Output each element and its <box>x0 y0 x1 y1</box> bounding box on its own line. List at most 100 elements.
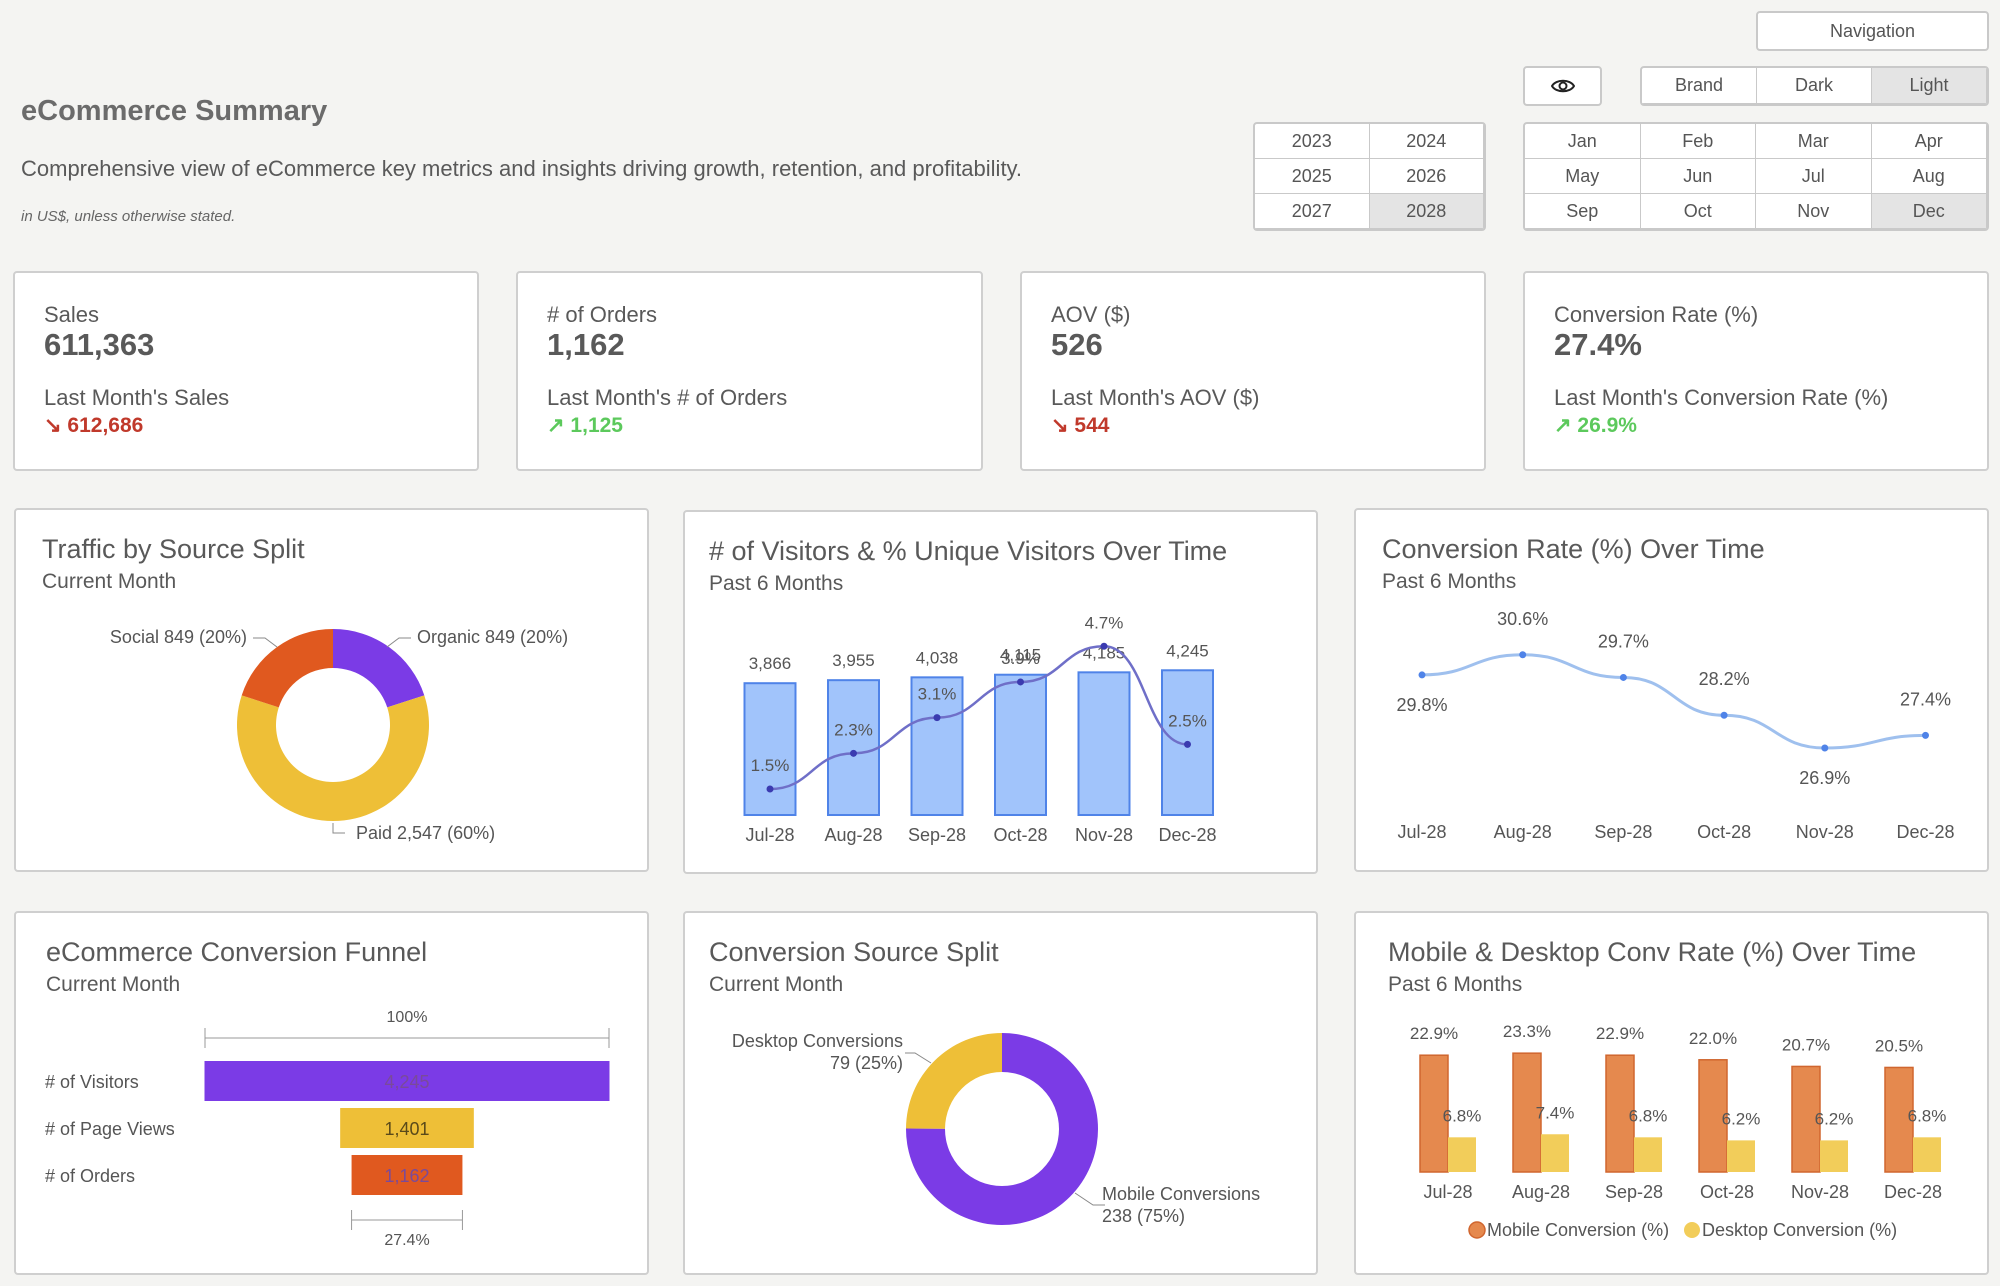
kpi-label: Conversion Rate (%) <box>1554 302 1759 327</box>
mobile-bar <box>1791 1065 1821 1173</box>
x-tick-label: Dec-28 <box>1884 1182 1942 1202</box>
x-tick-label: Jul-28 <box>1397 822 1446 842</box>
month-option-jun[interactable]: Jun <box>1640 159 1756 194</box>
funnel-value-label: 1,401 <box>384 1119 429 1139</box>
visitor-bar <box>743 682 797 816</box>
legend-swatch-desktop <box>1684 1222 1700 1238</box>
chart-title: Conversion Rate (%) Over Time <box>1382 534 1765 564</box>
line-value-label: 2.3% <box>834 720 873 739</box>
leader-line <box>332 823 345 834</box>
line-value-label: 3.1% <box>918 685 957 704</box>
mobile-bar <box>1512 1052 1542 1173</box>
x-tick-label: Oct-28 <box>1697 822 1751 842</box>
funnel-card: eCommerce Conversion Funnel Current Mont… <box>14 911 649 1275</box>
month-selector: Jan Feb Mar Apr May Jun Jul Aug Sep Oct Nov Dec <box>1523 122 1989 231</box>
line-point <box>1922 731 1929 739</box>
month-option-nov[interactable]: Nov <box>1756 194 1872 229</box>
chart-title: Mobile & Desktop Conv Rate (%) Over Time <box>1388 937 1917 967</box>
line-point <box>766 785 774 793</box>
legend-label-desktop: Desktop Conversion (%) <box>1702 1220 1897 1240</box>
bar-value-label: 4,115 <box>1000 646 1041 665</box>
year-option-2023[interactable]: 2023 <box>1255 124 1370 159</box>
x-tick-label: Dec-28 <box>1158 825 1216 845</box>
kpi-value: 1,162 <box>547 327 625 362</box>
legend-label-mobile: Mobile Conversion (%) <box>1487 1220 1669 1240</box>
desktop-value-label: 6.8% <box>1443 1106 1482 1125</box>
chart-title: Conversion Source Split <box>709 937 999 967</box>
kpi-last-value: ↗ 26.9% <box>1554 414 1637 437</box>
line-point <box>1720 711 1728 719</box>
mobile-bar <box>1605 1054 1635 1173</box>
x-tick-label: Jul-28 <box>745 825 794 845</box>
month-option-may[interactable]: May <box>1525 159 1641 194</box>
visibility-toggle-button[interactable] <box>1523 66 1602 106</box>
line-point <box>1100 642 1108 650</box>
desktop-bar <box>1448 1137 1476 1172</box>
visitors-card: # of Visitors & % Unique Visitors Over T… <box>683 510 1318 874</box>
chart-title: eCommerce Conversion Funnel <box>46 937 428 967</box>
funnel-bar <box>204 1061 610 1101</box>
theme-option-brand[interactable]: Brand <box>1642 68 1757 104</box>
chart-subtitle: Current Month <box>46 973 181 996</box>
month-option-jan[interactable]: Jan <box>1525 124 1641 159</box>
eye-icon <box>1550 79 1575 93</box>
month-option-sep[interactable]: Sep <box>1525 194 1641 229</box>
legend-swatch-mobile <box>1468 1221 1486 1239</box>
x-tick-label: Nov-28 <box>1791 1182 1849 1202</box>
x-tick-label: Sep-28 <box>1605 1182 1663 1202</box>
line-value-label: 28.2% <box>1699 669 1750 689</box>
navigation-button[interactable]: Navigation <box>1756 11 1989 51</box>
kpi-value: 611,363 <box>44 327 155 362</box>
mobile-bar <box>1698 1059 1728 1173</box>
x-tick-label: Sep-28 <box>1594 822 1652 842</box>
year-option-2027[interactable]: 2027 <box>1255 194 1370 229</box>
year-option-2025[interactable]: 2025 <box>1255 159 1370 194</box>
x-tick-label: Oct-28 <box>993 825 1047 845</box>
leader-line <box>1074 1192 1105 1206</box>
mobile-bar <box>1419 1054 1449 1173</box>
slice-label: 238 (75%) <box>1102 1206 1185 1226</box>
funnel-category-label: # of Page Views <box>45 1119 175 1139</box>
month-option-jul[interactable]: Jul <box>1756 159 1872 194</box>
month-option-dec[interactable]: Dec <box>1871 194 1987 229</box>
x-tick-label: Dec-28 <box>1896 822 1954 842</box>
donut-slice-organic <box>333 629 425 708</box>
donut-slice-social <box>241 629 333 708</box>
month-option-mar[interactable]: Mar <box>1756 124 1872 159</box>
theme-option-dark[interactable]: Dark <box>1757 68 1872 104</box>
desktop-bar <box>1541 1134 1569 1172</box>
month-option-aug[interactable]: Aug <box>1871 159 1987 194</box>
year-option-2028[interactable]: 2028 <box>1369 194 1484 229</box>
kpi-value: 526 <box>1051 327 1103 362</box>
slice-label: Mobile Conversions <box>1102 1184 1260 1204</box>
funnel-bottom-annotation: 27.4% <box>384 1232 429 1249</box>
kpi-label: AOV ($) <box>1051 302 1131 327</box>
theme-option-light[interactable]: Light <box>1872 68 1987 104</box>
kpi-last-value: ↗ 1,125 <box>547 414 623 437</box>
conversion-rate-card: Conversion Rate (%) Over Time Past 6 Mon… <box>1354 508 1989 872</box>
visitor-bar <box>1077 671 1131 816</box>
funnel-category-label: # of Visitors <box>45 1072 139 1092</box>
month-option-feb[interactable]: Feb <box>1640 124 1756 159</box>
month-option-oct[interactable]: Oct <box>1640 194 1756 229</box>
line-value-label: 3.9% <box>1001 649 1040 668</box>
year-option-2024[interactable]: 2024 <box>1369 124 1484 159</box>
donut-slice-desktop <box>906 1033 1002 1129</box>
line-value-label: 27.4% <box>1900 689 1951 709</box>
x-tick-label: Oct-28 <box>1700 1182 1754 1202</box>
line-point <box>1017 678 1024 686</box>
bar-value-label: 4,245 <box>1166 641 1209 660</box>
year-option-2026[interactable]: 2026 <box>1369 159 1484 194</box>
device-conversion-card: Mobile & Desktop Conv Rate (%) Over Time… <box>1354 911 1989 1275</box>
kpi-last-label: Last Month's # of Orders <box>547 385 788 410</box>
desktop-value-label: 6.2% <box>1815 1109 1854 1128</box>
month-option-apr[interactable]: Apr <box>1871 124 1987 159</box>
x-tick-label: Aug-28 <box>1512 1182 1570 1202</box>
line-point <box>1821 744 1829 752</box>
mobile-value-label: 20.7% <box>1782 1035 1830 1054</box>
chart-title: Traffic by Source Split <box>42 534 305 564</box>
line-point <box>1418 671 1426 679</box>
mobile-value-label: 22.0% <box>1689 1029 1737 1048</box>
line-value-label: 1.5% <box>751 756 790 775</box>
funnel-category-label: # of Orders <box>45 1166 135 1186</box>
